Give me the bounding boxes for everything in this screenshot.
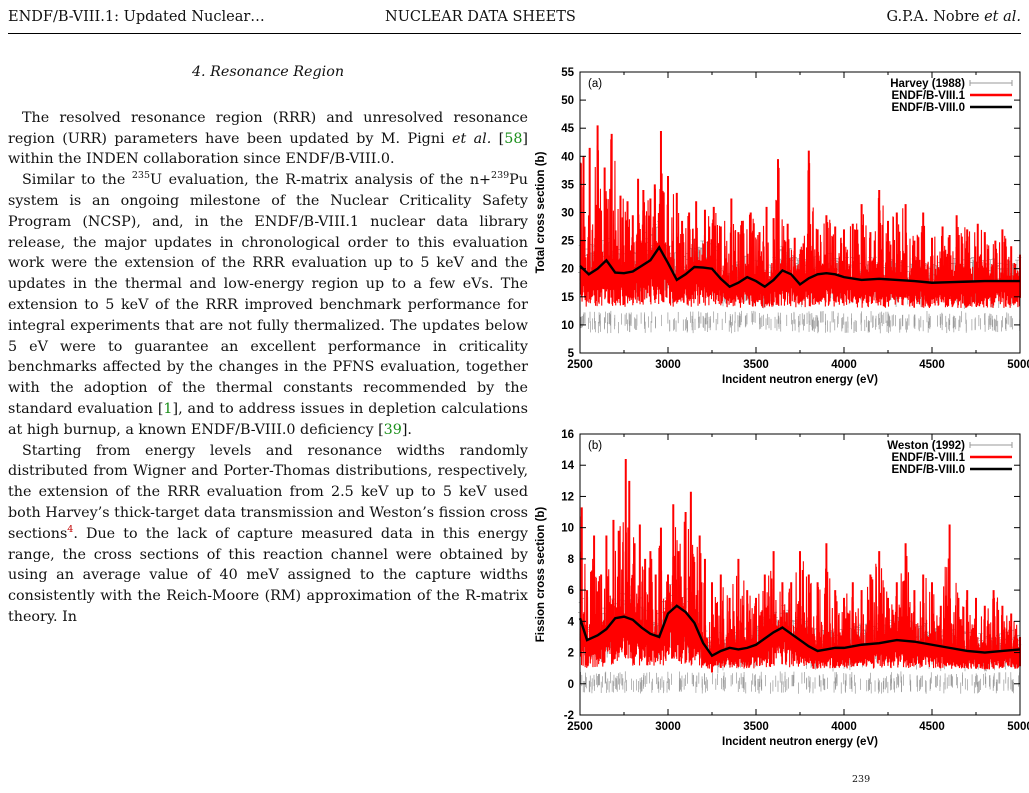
legend-entry: ENDF/B-VIII.0 [892,464,965,476]
y-axis-label: Fission cross section (b) [535,507,547,643]
header-authors: G.P.A. Nobre et al. [886,9,1021,25]
legend-entry: Harvey (1988) [890,78,965,90]
citation-link[interactable]: 58 [504,130,523,147]
y-tick-label: 40 [561,151,574,163]
y-tick-label: 10 [561,523,574,535]
x-tick-label: 4500 [919,721,945,733]
y-tick-label: 14 [561,460,574,472]
text-column: 4. Resonance Region The resolved resonan… [8,62,528,628]
running-header: ENDF/B-VIII.1: Updated Nuclear… NUCLEAR … [0,9,1029,31]
y-tick-label: 2 [568,648,574,660]
series-endf-viii1-peaks [580,458,1021,673]
panel-label: (b) [588,440,602,452]
x-tick-label: 4500 [919,359,945,371]
header-left-title: ENDF/B-VIII.1: Updated Nuclear… [8,9,265,25]
paragraph-2: Similar to the 235U evaluation, the R-ma… [8,170,528,438]
panel-label: (a) [588,78,602,90]
citation-link[interactable]: 39 [383,421,402,438]
x-tick-label: 3000 [655,359,681,371]
x-tick-label: 4000 [831,721,857,733]
y-tick-label: 8 [568,554,575,566]
y-tick-label: 50 [561,95,574,107]
x-axis-label: Incident neutron energy (eV) [722,374,878,386]
y-tick-label: 0 [568,679,574,691]
header-journal: NUCLEAR DATA SHEETS [385,9,576,25]
header-rule [8,33,1021,34]
y-axis-label: Total cross section (b) [535,151,547,273]
y-tick-label: 10 [561,320,574,332]
legend-entry: Weston (1992) [887,440,965,452]
y-tick-label: 25 [561,236,574,248]
y-tick-label: 12 [561,491,574,503]
series-endf-viii1 [579,139,1021,309]
y-tick-label: 35 [561,179,574,191]
paragraph-1: The resolved resonance region (RRR) and … [8,109,528,168]
x-tick-label: 2500 [567,359,593,371]
citation-link[interactable]: 1 [163,400,173,417]
x-tick-label: 3500 [743,721,769,733]
y-tick-label: 30 [561,208,574,220]
footnote-link[interactable]: 4 [67,523,74,535]
x-tick-label: 4000 [831,359,857,371]
y-tick-label: 4 [568,616,575,628]
series-endf-viii1-peaks [582,125,1021,303]
y-tick-label: -2 [564,710,574,722]
y-tick-label: 5 [568,348,575,360]
legend-entry: ENDF/B-VIII.0 [892,102,965,114]
y-tick-label: 16 [561,429,574,441]
chart-svg: 2500 3000 3500 4000 4500 5000 -2 0 2 4 6 8 10 12 14 16 I… [535,429,1029,748]
legend-entry: ENDF/B-VIII.1 [892,452,966,464]
series-endf-viii0 [578,604,1021,658]
y-tick-label: 15 [561,292,574,304]
chart-svg: 2500 3000 3500 4000 4500 5000 5 10 15 20 25 30 35 40 4… [535,67,1029,386]
figure-panel-b: 2500 3000 3500 4000 4500 5000 -2 0 2 4 6 8 10 12 14 16 I… [530,422,1029,762]
x-axis-label: Incident neutron energy (eV) [722,736,878,748]
x-tick-label: 5000 [1007,359,1029,371]
x-tick-label: 3000 [655,721,681,733]
y-tick-label: 6 [568,585,574,597]
legend-entry: ENDF/B-VIII.1 [892,90,966,102]
paragraph-3: Starting from energy levels and resonanc… [8,442,528,625]
section-heading: 4. Resonance Region [191,64,345,80]
y-tick-label: 20 [561,264,574,276]
x-tick-label: 3500 [743,359,769,371]
figure-panel-a: 2500 3000 3500 4000 4500 5000 5 10 15 20 25 30 35 40 4… [530,60,1029,400]
y-tick-label: 45 [561,123,574,135]
x-tick-label: 2500 [567,721,593,733]
x-tick-label: 5000 [1007,721,1029,733]
caption-fragment: 239 [852,774,871,785]
y-tick-label: 55 [561,67,574,79]
series-endf-viii0 [579,245,1020,289]
